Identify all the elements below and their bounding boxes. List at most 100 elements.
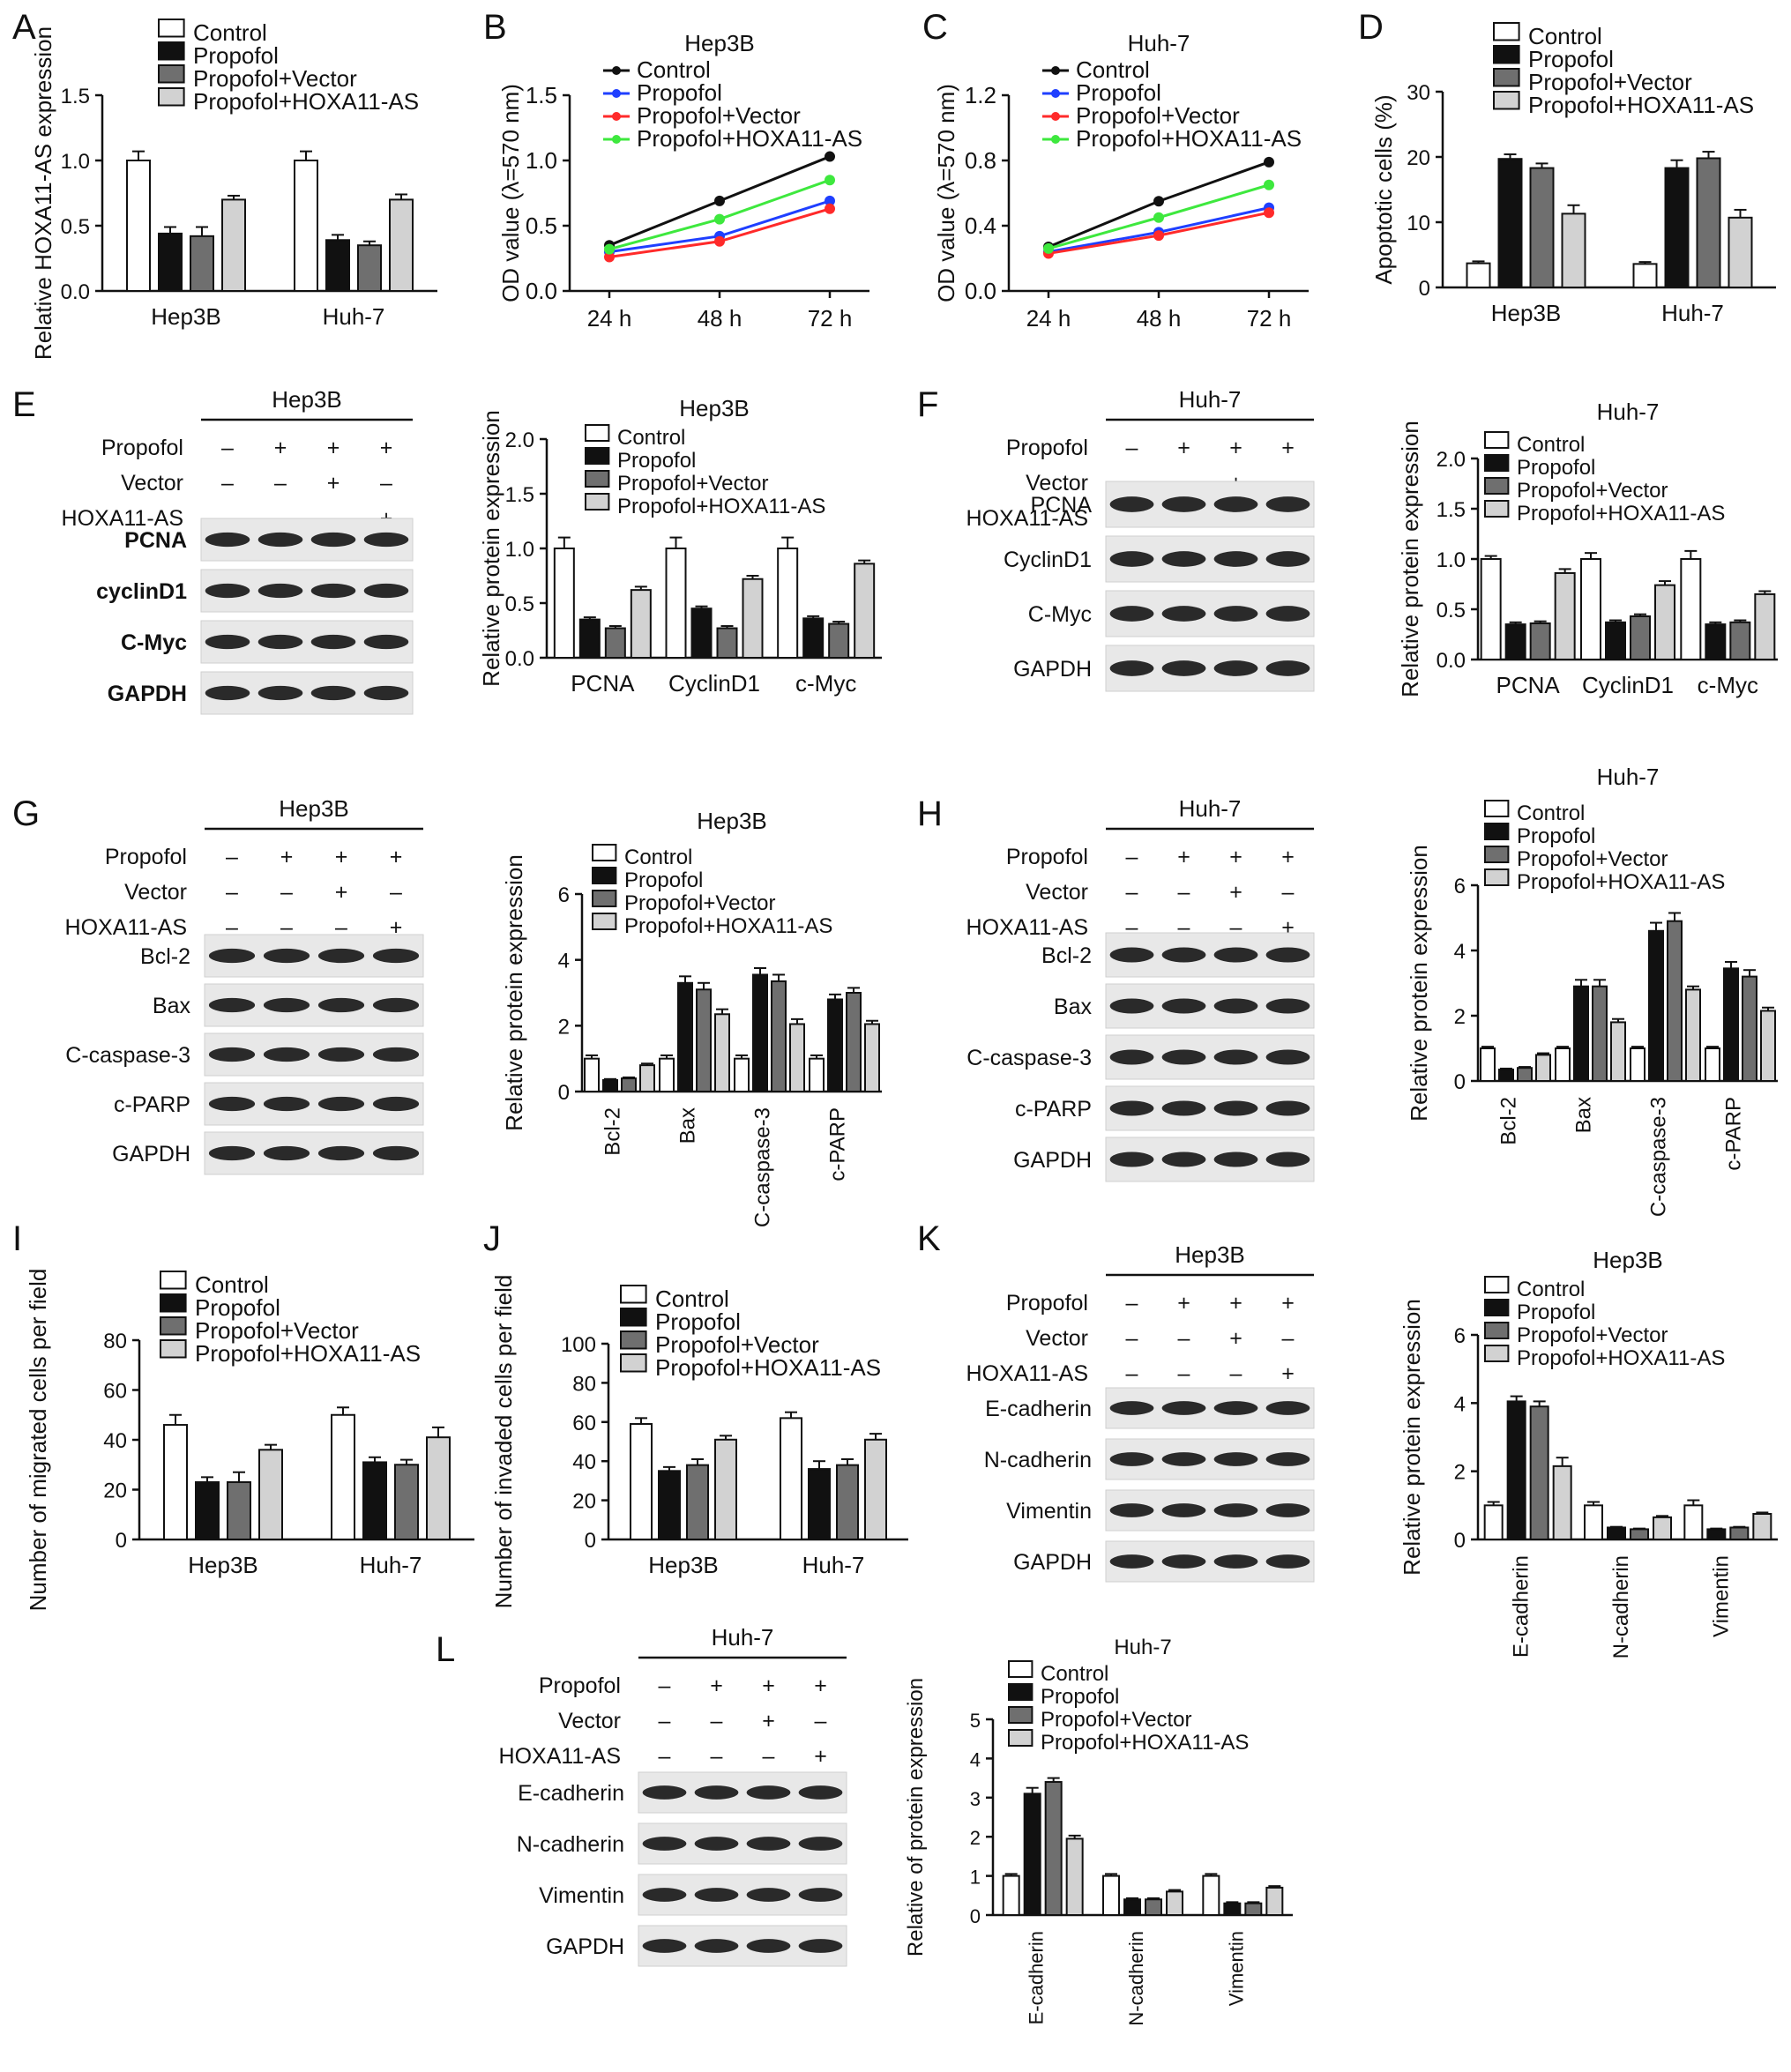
treatment-label: Vector [558,1709,621,1733]
y-tick-label: 0 [116,1529,127,1553]
legend-entry: Propofol [637,79,722,106]
blot-band [798,1785,843,1800]
y-tick-label: 1.0 [1437,548,1466,572]
y-tick-label: 0.5 [61,215,90,239]
western-blot-F: Huh-7Propofol–+++Vector––+–HOXA11-AS–––+… [966,386,1315,692]
y-tick-label: 0.0 [1437,649,1466,673]
legend-swatch [160,1316,187,1336]
blot-band [1109,1554,1154,1569]
western-blot-G: Hep3B Propofol – + + + Vector – – + – HOXA11-AS – – – +… [65,795,424,1175]
panel-letter-H: H [917,794,943,833]
line-chart-B: 0.0 0.5 1.0 1.5 24 h 48 h 72 h Hep3B OD value (λ… [497,30,869,332]
blot-band [1161,660,1206,676]
bar [604,627,626,660]
treatment-label: Propofol [101,436,183,460]
bar [690,607,713,660]
legend-marker [612,89,621,98]
bar [1696,157,1721,288]
blot-band [1213,1452,1258,1466]
protein-label: Bax [153,994,191,1018]
data-point [714,213,725,225]
data-point [604,251,615,263]
data-point [1264,179,1274,190]
protein-label: c-PARP [1015,1097,1092,1122]
bar [1554,571,1576,661]
panel-letter-B: B [483,8,507,47]
legend-entry: Propofol+HOXA11-AS [637,125,862,152]
x-category-label: Bax [676,1107,700,1144]
legend-entry: Control [655,1286,729,1312]
blot-band [746,1939,791,1953]
treatment-sign: – [1126,845,1138,869]
legend-entry: Propofol [1076,79,1161,106]
data-point [825,195,835,206]
data-point [1264,207,1274,219]
legend-entry: Control [1517,433,1585,457]
y-tick-label: 1.2 [965,82,996,108]
blot-cell-line: Hep3B [272,386,342,413]
bar [809,1057,825,1092]
blot-band [257,685,303,701]
bar [854,563,876,659]
blot-band [363,583,409,599]
bar-chart-I: 0 20 40 60 80 Hep3B Huh-7 Number of migrated ce… [25,1269,474,1611]
legend-entry: Control [624,846,692,869]
y-axis-label: Relative HOXA11-AS expression [30,26,56,360]
bar [696,988,712,1093]
bar [1504,623,1526,660]
y-tick-label: 2 [558,1015,570,1039]
bar [1498,1069,1514,1083]
blot-band [372,1145,420,1161]
treatment-sign: + [1281,1291,1295,1315]
bar [789,1023,805,1093]
data-point [604,243,615,255]
blot-band [208,1145,256,1161]
blot-band [694,1939,739,1953]
legend-swatch [592,913,617,930]
x-category-label: Hep3B [1491,300,1562,326]
bar-chart-L: 0 1 2 3 4 5 E-cadherin N-cadherin Vimentin Huh-7 R… [904,1636,1293,2026]
blot-band [1213,1554,1258,1569]
treatment-sign: – [280,915,293,940]
y-axis-label: Relative protein expression [501,854,527,1131]
y-tick-label: 2 [1454,1461,1466,1485]
y-axis-label: OD value (λ=570 nm) [497,84,524,302]
blot-band [642,1837,687,1851]
blot-band [1213,551,1258,567]
bar [1610,1021,1626,1083]
legend-swatch [160,1293,187,1313]
bar [734,1057,750,1092]
x-category-label: N-cadherin [1125,1931,1147,2026]
legend-entry: Propofol [1517,1301,1595,1324]
blot-band [208,948,256,964]
chart-title: Hep3B [679,395,750,421]
legend-swatch [1484,1345,1510,1362]
blot-band [263,1096,310,1112]
treatment-label: Vector [121,471,183,496]
bar [221,198,246,292]
bar [1065,1837,1084,1916]
blot-band [372,1047,420,1062]
treatment-sign: + [814,1744,827,1769]
y-tick-label: 6 [558,883,570,907]
legend-entry: Control [193,19,267,46]
legend-swatch [1484,477,1510,495]
blot-band [1265,1452,1310,1466]
bar [1223,1902,1242,1916]
bar [846,992,862,1092]
blot-band [746,1888,791,1902]
bar [1605,621,1626,661]
protein-label: C-caspase-3 [65,1043,190,1068]
y-tick-label: 1.5 [505,483,534,507]
bar [126,160,151,292]
y-tick-label: 20 [103,1479,127,1503]
blot-band [1161,551,1206,567]
legend-swatch [592,867,617,884]
x-category-label: Bcl-2 [601,1107,625,1156]
bar [331,1413,355,1540]
legend-entry: Propofol [617,449,696,473]
treatment-sign: + [710,1673,723,1698]
bar [1202,1874,1220,1917]
y-tick-label: 1.0 [526,147,557,174]
